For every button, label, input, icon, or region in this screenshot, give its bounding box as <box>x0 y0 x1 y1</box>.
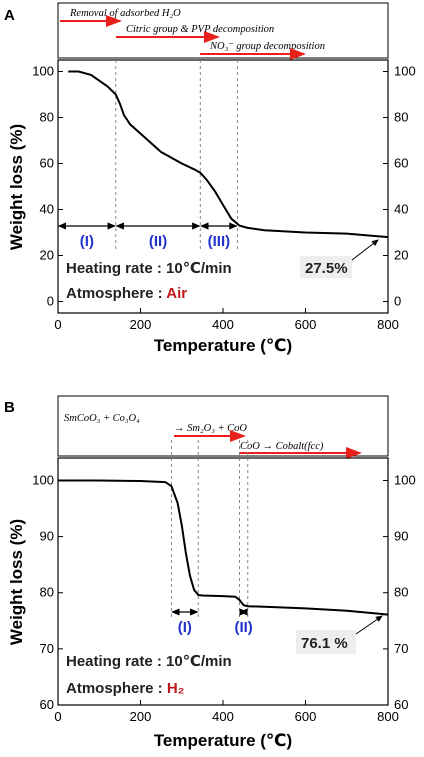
y-tick-label-left: 70 <box>40 641 54 656</box>
panel-a-region-boundaries <box>115 60 238 250</box>
x-tick-label: 600 <box>295 709 317 724</box>
panel-b-step-3: CoO → Cobalt(fcc) <box>240 441 324 452</box>
y-tick-label-right: 100 <box>394 472 416 487</box>
panel-a-xlabel: Temperature (℃) <box>154 336 292 355</box>
x-tick-label: 200 <box>130 709 152 724</box>
y-tick-label-right: 20 <box>394 248 408 263</box>
panel-a-atmosphere: Atmosphere : Air <box>66 285 187 302</box>
panel-b-regions: (I) (II) <box>171 608 253 636</box>
y-tick-label-left: 80 <box>40 110 54 125</box>
y-tick-label-right: 40 <box>394 202 408 217</box>
y-tick-label-left: 0 <box>47 294 54 309</box>
y-tick-label-left: 100 <box>32 64 54 79</box>
x-tick-label: 600 <box>295 317 317 332</box>
y-tick-label-right: 0 <box>394 294 401 309</box>
panel-b-heating-rate: Heating rate : 10℃/min <box>66 653 232 670</box>
panel-b-ylabel: Weight loss (%) <box>7 519 26 645</box>
panel-a-regions: (I) (II) (III) <box>57 222 238 250</box>
panel-a-residual-label: 27.5% <box>305 260 348 277</box>
region-label: (III) <box>208 233 231 250</box>
panel-b-atmosphere-label: Atmosphere : <box>66 680 167 697</box>
x-tick-label: 400 <box>212 709 234 724</box>
x-tick-label: 800 <box>377 709 399 724</box>
x-tick-label: 0 <box>54 317 61 332</box>
panel-a-atmosphere-value: Air <box>166 285 187 302</box>
panel-a-residual-arrow <box>351 239 379 261</box>
panel-a-heating-rate: Heating rate : 10℃/min <box>66 260 232 277</box>
panel-b-step-1: SmCoO₃ + Co₃O₄ <box>64 413 140 424</box>
panel-a-atmosphere-label: Atmosphere : <box>66 285 166 302</box>
y-tick-label-left: 40 <box>40 202 54 217</box>
y-tick-label-right: 80 <box>394 110 408 125</box>
y-tick-label-right: 100 <box>394 64 416 79</box>
y-tick-label-right: 90 <box>394 529 408 544</box>
panel-a-curve <box>68 70 389 239</box>
y-tick-label-left: 20 <box>40 248 54 263</box>
y-tick-label-left: 100 <box>32 472 54 487</box>
panel-b-residual-label: 76.1 % <box>301 635 348 652</box>
x-tick-label: 400 <box>212 317 234 332</box>
y-tick-label-left: 90 <box>40 529 54 544</box>
panel-b-region-boundaries <box>170 440 249 620</box>
region-label: (I) <box>80 233 94 250</box>
y-tick-label-left: 60 <box>40 156 54 171</box>
panel-a-letter: A <box>4 7 15 24</box>
x-tick-label: 800 <box>377 317 399 332</box>
panel-a-residual-box <box>300 256 352 278</box>
region-label: (II) <box>234 619 252 636</box>
panel-a-ticks: 0 200 400 600 800 0 20 40 60 80 100 0 20 40 60 80 100 <box>32 64 415 333</box>
panel-b-atmosphere-value: H₂ <box>167 680 185 697</box>
y-tick-label-left: 80 <box>40 585 54 600</box>
y-tick-label-right: 80 <box>394 585 408 600</box>
panel-b-atmosphere: Atmosphere : H₂ <box>66 680 184 697</box>
panel-b-curve <box>58 479 389 616</box>
panel-a-step-2: Citric group & PVP decomposition <box>126 24 274 35</box>
region-label: (II) <box>149 233 167 250</box>
panel-a-step-3: NO₃⁻ group decomposition <box>209 41 325 52</box>
panel-a-ylabel: Weight loss (%) <box>7 124 26 250</box>
panel-b-annotation-box <box>57 395 389 457</box>
y-tick-label-left: 60 <box>40 697 54 712</box>
panel-a-annotation-box <box>57 2 389 59</box>
panel-b-residual-box <box>296 630 356 654</box>
y-tick-label-right: 60 <box>394 697 408 712</box>
region-label: (I) <box>178 619 192 636</box>
panel-b-xlabel: Temperature (℃) <box>154 731 292 750</box>
panel-b-step-2: → Sm₂O₃ + CoO <box>174 423 247 434</box>
y-tick-label-right: 60 <box>394 156 408 171</box>
panel-b-residual-arrow <box>355 615 383 635</box>
panel-b-letter: B <box>4 399 15 416</box>
x-tick-label: 200 <box>130 317 152 332</box>
y-tick-label-right: 70 <box>394 641 408 656</box>
x-tick-label: 0 <box>54 709 61 724</box>
panel-a-step-1: Removal of adsorbed H₂O <box>69 8 181 19</box>
